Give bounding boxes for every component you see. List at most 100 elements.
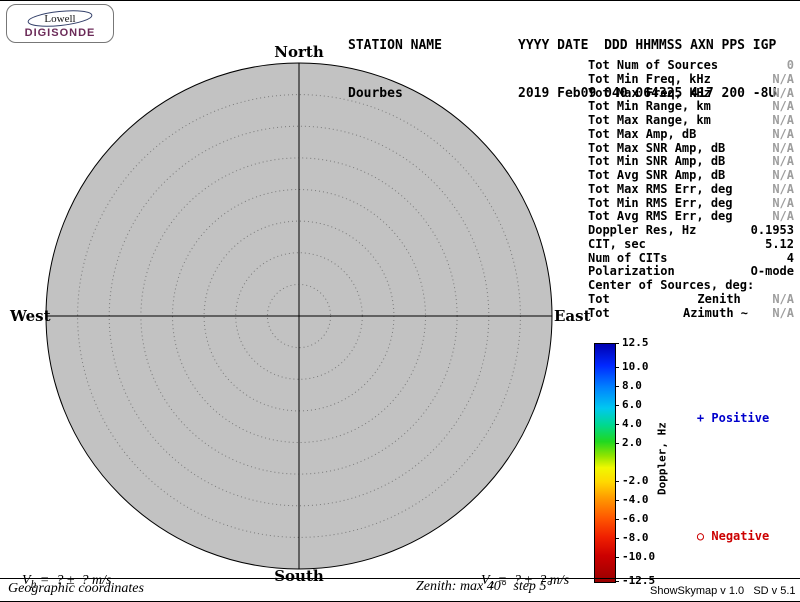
stat-row: Center of Sources, deg: xyxy=(588,278,794,293)
vz-subscript: z xyxy=(489,577,495,591)
stat-row: Tot Max Amp, dB N/A xyxy=(588,126,794,142)
coordinates-label: Geographic coordinates xyxy=(8,581,144,596)
lowell-swoosh-icon: Lowell xyxy=(27,9,93,27)
app-version-label: ShowSkymap v 1.0 SD v 5.1 xyxy=(650,585,796,597)
stat-label: Tot Max Range, km xyxy=(588,113,711,127)
zenith-note: Zenith: max 40° step 5° xyxy=(416,579,553,594)
stat-label: Doppler Res, Hz xyxy=(588,223,697,237)
stat-mid-label: Azimuth ∼ xyxy=(682,305,748,320)
stat-value: N/A xyxy=(772,195,794,210)
stat-row: Tot Avg RMS Err, deg N/A xyxy=(588,209,794,224)
datetime-label: YYYY DATE DDD HHMMSS AXN PPS IGP xyxy=(518,38,777,53)
footer-divider xyxy=(0,578,800,579)
stat-value: 0 xyxy=(786,58,794,72)
stat-label: Tot Min RMS Err, deg xyxy=(588,195,733,210)
datetime-value: 2019 Feb09 040 064325 417 200 -8U xyxy=(518,86,777,101)
stat-row: Doppler Res, Hz 0.1953 xyxy=(588,223,794,238)
stat-label: Tot Min Freq, kHz xyxy=(588,71,711,86)
doppler-colorbar xyxy=(594,343,616,583)
colorbar-tick: -8.0 xyxy=(615,532,649,544)
stat-label: Tot Min SNR Amp, dB xyxy=(588,154,726,169)
plus-marker-icon: + xyxy=(696,411,705,425)
stat-row: Tot Num of Sources 0 xyxy=(588,58,794,73)
colorbar-tick: -10.0 xyxy=(615,551,655,563)
stat-label: Tot Num of Sources xyxy=(588,58,719,72)
stat-row: Tot Min Freq, kHz N/A xyxy=(588,71,794,87)
stat-label: Tot xyxy=(588,291,610,306)
stat-row: Tot Zenith N/A xyxy=(588,291,794,307)
stat-row: Tot Max SNR Amp, dB N/A xyxy=(588,140,794,156)
stat-value: 4 xyxy=(786,250,794,265)
logo-lowell-text: Lowell xyxy=(44,13,75,25)
stat-value: 5.12 xyxy=(765,236,794,251)
stat-row: Tot Min RMS Err, deg N/A xyxy=(588,195,794,211)
doppler-axis-label: Doppler, Hz xyxy=(655,422,669,495)
colorbar-tick: -12.5 xyxy=(615,575,655,587)
stat-label: CIT, sec xyxy=(588,236,646,251)
stat-value: N/A xyxy=(772,71,794,86)
stat-value: 0.1953 xyxy=(750,223,794,237)
stat-label: Polarization xyxy=(588,264,675,279)
station-name-label: STATION NAME xyxy=(348,38,442,53)
stat-row: Num of CITs 4 xyxy=(588,250,794,266)
stat-row: Tot Avg SNR Amp, dB N/A xyxy=(588,168,794,183)
stat-label: Tot Min Range, km xyxy=(588,99,711,114)
vh-value: = ? ± ? m/s xyxy=(36,573,112,588)
stat-value: N/A xyxy=(772,85,794,100)
vz-symbol: V xyxy=(481,573,490,588)
compass-south-label: South xyxy=(274,567,324,585)
vz-readout: Vz = ? ± ? m/s xyxy=(467,557,570,601)
stat-row: Polarization O-mode xyxy=(588,264,794,279)
vh-symbol: V xyxy=(22,573,31,588)
stat-value: N/A xyxy=(772,99,794,114)
colorbar-tick: 12.5 xyxy=(615,337,649,349)
digisonde-logo: Lowell DIGISONDE xyxy=(6,4,114,43)
stat-value: N/A xyxy=(772,291,794,306)
stat-value: N/A xyxy=(772,154,794,169)
negative-legend: ○ Negative xyxy=(668,515,769,557)
stats-panel: Tot Num of Sources 0 Tot Min Freq, kHz N… xyxy=(588,58,794,321)
stat-mid-label: Zenith xyxy=(697,291,748,306)
stat-row: CIT, sec 5.12 xyxy=(588,236,794,252)
station-header: STATION NAME Dourbes xyxy=(348,6,442,134)
stat-row: Tot Min SNR Amp, dB N/A xyxy=(588,154,794,169)
colorbar-tick: -6.0 xyxy=(615,513,649,525)
stat-label: Tot Avg SNR Amp, dB xyxy=(588,168,726,182)
logo-digisonde-text: DIGISONDE xyxy=(24,26,96,39)
negative-label: Negative xyxy=(711,529,770,543)
stat-row: Tot Max Freq, kHz N/A xyxy=(588,85,794,101)
stat-value xyxy=(754,279,800,293)
colorbar-tick: 10.0 xyxy=(615,361,649,373)
stat-value: N/A xyxy=(772,113,794,127)
compass-north-label: North xyxy=(274,43,324,61)
colorbar-tick: 8.0 xyxy=(615,380,642,392)
vh-readout: Vh = ? ± ? m/s xyxy=(8,557,112,601)
stat-label: Tot Max Freq, kHz xyxy=(588,85,711,100)
vz-value: = ? ± ? m/s xyxy=(494,573,570,588)
station-name-value: Dourbes xyxy=(348,86,403,101)
stat-label: Tot Max SNR Amp, dB xyxy=(588,140,726,155)
stat-label: Tot Max Amp, dB xyxy=(588,126,697,141)
compass-east-label: East xyxy=(554,307,591,325)
datetime-header: YYYY DATE DDD HHMMSS AXN PPS IGP 2019 Fe… xyxy=(518,6,776,134)
colorbar-tick: 4.0 xyxy=(615,418,642,430)
stat-label: Tot xyxy=(588,305,610,320)
colorbar-tick: -2.0 xyxy=(615,475,649,487)
stat-value: N/A xyxy=(772,209,794,224)
stat-value: N/A xyxy=(772,140,794,155)
stat-label: Num of CITs xyxy=(588,250,668,265)
colorbar-tick: -4.0 xyxy=(615,494,649,506)
stat-label: Center of Sources, deg: xyxy=(588,278,755,292)
stat-value: N/A xyxy=(772,126,794,141)
stat-value: N/A xyxy=(772,168,794,182)
stat-label: Tot Avg RMS Err, deg xyxy=(588,209,733,224)
vh-subscript: h xyxy=(30,577,37,591)
compass-west-label: West xyxy=(10,307,51,325)
stat-value: N/A xyxy=(772,305,794,320)
stat-value: O-mode xyxy=(750,264,794,279)
stat-label: Tot Max RMS Err, deg xyxy=(588,181,733,196)
stat-row: Tot Azimuth ∼ N/A xyxy=(588,305,794,321)
positive-legend: + Positive xyxy=(668,397,769,439)
colorbar-tick: 6.0 xyxy=(615,399,642,411)
